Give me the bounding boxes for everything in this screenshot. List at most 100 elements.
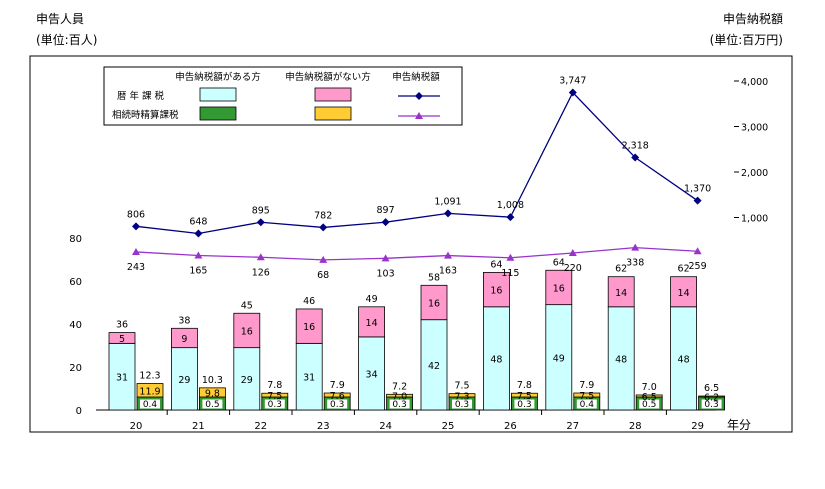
data-label-calendar-with-tax: 48: [490, 354, 502, 365]
left-tick-label: 40: [69, 320, 82, 331]
data-label-settlement-with-tax: 0.3: [704, 400, 718, 410]
calendar-tax-point: [256, 218, 265, 227]
settlement-tax-point: [256, 253, 265, 261]
data-label-calendar-with-tax: 29: [241, 375, 253, 386]
data-label-bg: [264, 399, 285, 409]
data-label-settlement-without-tax: 9.8: [205, 388, 220, 399]
bar-settlement-without-tax: [386, 393, 414, 398]
legend-col-without-tax: 申告納税額がない方: [285, 71, 371, 83]
bar-calendar-with-tax: [545, 304, 573, 411]
legend-row-settlement: 相続時精算課税: [112, 109, 179, 121]
data-label-settlement-with-tax: 0.3: [392, 400, 406, 410]
bar-calendar-without-tax: [358, 306, 386, 338]
legend-swatch-calendar-with-tax: [199, 87, 237, 102]
data-label-settlement-with-tax: 0.5: [642, 400, 656, 410]
x-tick-label: 26: [504, 421, 517, 432]
bar-calendar-without-tax: [295, 308, 323, 344]
settlement-tax-point: [693, 247, 702, 255]
calendar-tax-point: [381, 218, 390, 227]
bar-calendar-without-tax: [170, 327, 198, 349]
bar-calendar-without-tax: [420, 284, 448, 321]
legend-col-with-tax: 申告納税額がある方: [175, 71, 261, 83]
bar-calendar-with-tax: [482, 306, 510, 411]
bar-calendar-without-tax: [670, 276, 697, 308]
data-label-settlement-without-tax: 7.5: [579, 391, 594, 402]
data-label-settlement-total: 7.2: [392, 381, 407, 392]
data-label-calendar-without-tax: 16: [428, 299, 440, 310]
calendar-tax-data-label: 2,318: [622, 141, 649, 152]
settlement-tax-data-label: 126: [252, 267, 270, 278]
bar-settlement-without-tax: [261, 392, 289, 398]
settlement-tax-data-label: 338: [626, 258, 644, 269]
data-label-settlement-total: 7.9: [579, 380, 594, 391]
calendar-tax-point: [319, 223, 328, 232]
legend-swatch-settlement-with-tax: [199, 106, 237, 121]
left-axis-unit: (単位:百人): [36, 32, 97, 47]
bar-settlement-without-tax: [198, 387, 226, 398]
calendar-tax-data-label: 782: [314, 210, 332, 221]
calendar-tax-point: [568, 88, 577, 97]
settlement-tax-point: [319, 255, 328, 263]
data-label-settlement-without-tax: 7.6: [330, 391, 345, 402]
bar-calendar-with-tax: [170, 347, 198, 411]
data-label-bg: [140, 399, 160, 409]
x-tick-label: 25: [442, 421, 455, 432]
bar-calendar-without-tax: [233, 312, 261, 349]
bar-calendar-with-tax: [108, 342, 136, 411]
data-label-calendar-total: 36: [116, 320, 128, 331]
legend-swatch-calendar-without-tax: [314, 87, 352, 102]
settlement-tax-point: [381, 254, 390, 262]
settlement-tax-data-label: 259: [689, 261, 707, 272]
data-label-settlement-with-tax: 0.3: [455, 400, 469, 410]
legend-swatch-settlement-without-tax: [314, 106, 352, 121]
bar-settlement-without-tax: [323, 392, 351, 398]
data-label-bg: [202, 399, 223, 409]
bar-calendar-with-tax: [670, 306, 697, 411]
data-label-calendar-without-tax: 14: [678, 288, 690, 299]
x-tick-label: 24: [379, 421, 392, 432]
calendar-tax-data-label: 806: [127, 209, 145, 220]
data-label-settlement-without-tax: 7.3: [454, 391, 469, 402]
settlement-tax-data-label: 220: [564, 263, 582, 274]
settlement-tax-data-label: 103: [377, 268, 395, 279]
bar-calendar-with-tax: [358, 336, 386, 411]
right-tick-label: 2,000: [741, 168, 768, 179]
data-label-bg: [639, 399, 660, 409]
data-label-calendar-with-tax: 31: [303, 373, 315, 384]
data-label-bg: [389, 399, 410, 409]
calendar-tax-data-label: 1,091: [434, 196, 461, 207]
lines: 806 648 895 782 897 1,091 1,008 3,747 2,318 1,370…: [127, 76, 711, 281]
settlement-tax-data-label: 243: [127, 262, 145, 273]
calendar-tax-data-label: 1,008: [497, 200, 524, 211]
data-label-bg: [576, 399, 597, 409]
data-label-calendar-total: 62: [678, 264, 690, 275]
data-label-calendar-total: 45: [241, 300, 253, 311]
data-label-settlement-with-tax: 0.4: [143, 400, 158, 410]
left-tick-label: 60: [69, 277, 82, 288]
settlement-tax-point: [506, 253, 515, 261]
calendar-tax-data-label: 897: [377, 205, 395, 216]
bar-settlement-without-tax: [510, 392, 538, 398]
bar-calendar-without-tax: [108, 332, 136, 344]
data-label-calendar-total: 38: [178, 315, 190, 326]
data-label-settlement-with-tax: 0.5: [205, 400, 219, 410]
data-label-bg: [701, 399, 722, 409]
legend-col-tax-amount: 申告納税額: [392, 71, 440, 83]
data-label-calendar-without-tax: 5: [119, 334, 125, 345]
bar-calendar-with-tax: [607, 306, 635, 411]
data-label-settlement-total: 10.3: [202, 375, 223, 386]
bar-settlement-without-tax: [448, 393, 476, 398]
data-label-calendar-without-tax: 14: [615, 288, 627, 299]
data-label-calendar-without-tax: 14: [366, 318, 378, 329]
bar-calendar-with-tax: [233, 347, 261, 411]
data-label-calendar-with-tax: 29: [178, 375, 190, 386]
x-tick-label: 23: [317, 421, 330, 432]
calendar-tax-point: [194, 229, 203, 238]
settlement-tax-point: [194, 251, 203, 259]
x-axis-title: 年分: [727, 418, 751, 432]
right-axis-unit: (単位:百万円): [710, 32, 783, 47]
data-label-settlement-without-tax: 7.0: [392, 392, 407, 403]
bar-calendar-with-tax: [295, 342, 323, 411]
